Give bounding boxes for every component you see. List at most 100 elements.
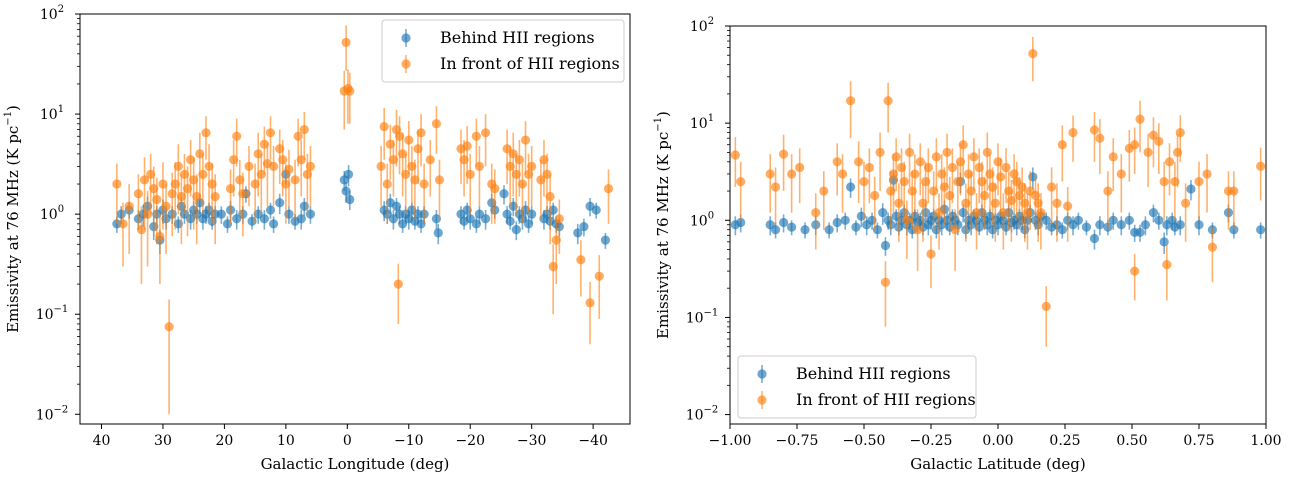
y-tick-base: 10	[686, 408, 704, 424]
y-tick-exp: −1	[704, 307, 719, 318]
x-tick-label: 10	[277, 433, 295, 449]
legend-marker	[757, 369, 767, 379]
data-point	[133, 189, 143, 199]
data-point	[1089, 233, 1100, 244]
x-tick-label: 0.25	[1049, 433, 1080, 449]
data-point	[1001, 162, 1011, 173]
data-point	[244, 161, 254, 172]
data-point	[811, 208, 821, 218]
data-point	[1256, 225, 1266, 235]
data-point	[998, 208, 1008, 218]
data-point	[210, 191, 220, 202]
data-point	[770, 182, 781, 192]
series-front	[730, 37, 1266, 347]
data-point	[880, 277, 891, 287]
data-point	[345, 86, 355, 96]
data-point	[1202, 169, 1212, 179]
data-point	[1148, 130, 1159, 140]
data-point	[471, 131, 481, 141]
y-tick-base: 10	[40, 207, 58, 223]
legend-label: In front of HII regions	[796, 390, 976, 409]
y-tick-label: 101	[40, 104, 64, 123]
y-tick-exp: 2	[58, 4, 64, 15]
y-tick-base: 10	[36, 407, 54, 423]
data-point	[379, 121, 389, 132]
data-point	[480, 128, 491, 138]
data-point	[926, 249, 936, 259]
x-tick-label: −0.50	[843, 433, 886, 449]
x-tick-label: −10	[394, 433, 424, 449]
data-point	[293, 131, 303, 141]
y-axis-label-text: Emissivity at 76 MHz (K pc	[654, 132, 672, 339]
data-point	[996, 172, 1006, 182]
data-point	[116, 209, 126, 219]
data-point	[1068, 127, 1078, 138]
data-point	[883, 96, 893, 106]
data-point	[1143, 147, 1153, 157]
data-point	[425, 155, 435, 165]
y-tick-exp: 0	[58, 204, 64, 215]
data-point	[1041, 215, 1051, 225]
data-point	[124, 201, 134, 211]
data-point	[854, 157, 864, 167]
x-tick-label: −1.00	[709, 433, 752, 449]
data-point	[376, 161, 386, 172]
data-point	[480, 214, 491, 224]
data-point	[851, 222, 861, 232]
data-point	[1047, 182, 1057, 192]
data-point	[1154, 136, 1164, 146]
data-point	[1130, 266, 1140, 276]
data-point	[980, 190, 990, 201]
data-point	[112, 179, 122, 189]
data-point	[299, 124, 309, 135]
data-point	[846, 96, 856, 106]
data-point	[950, 225, 960, 235]
data-point	[1148, 208, 1159, 218]
data-point	[931, 152, 941, 162]
data-point	[382, 179, 392, 189]
data-point	[345, 194, 355, 205]
data-point	[305, 161, 316, 172]
y-tick-exp: −2	[704, 405, 719, 416]
data-point	[819, 186, 829, 196]
data-point	[1124, 215, 1134, 225]
data-point	[779, 149, 789, 159]
data-point	[265, 205, 276, 215]
legend-marker	[401, 33, 411, 43]
data-point	[474, 161, 485, 172]
data-point	[290, 175, 300, 185]
data-point	[875, 147, 885, 157]
x-tick-label: 1.00	[1250, 433, 1281, 449]
x-tick-label: −0.75	[776, 433, 819, 449]
x-tick-label: −40	[578, 433, 608, 449]
y-axis-label-exp: −1	[3, 111, 14, 126]
data-point	[499, 189, 509, 199]
data-point	[1154, 215, 1164, 225]
data-point	[573, 228, 583, 238]
data-point	[416, 128, 426, 138]
x-tick-label: 30	[154, 433, 172, 449]
x-tick-label: −20	[455, 433, 485, 449]
data-point	[1256, 161, 1266, 171]
data-point	[1095, 133, 1105, 143]
data-point	[520, 135, 531, 145]
data-point	[899, 177, 909, 187]
data-point	[490, 184, 500, 194]
data-point	[1207, 242, 1217, 252]
data-point	[155, 231, 165, 241]
data-point	[1073, 215, 1083, 225]
data-point	[730, 150, 740, 160]
x-tick-label: 20	[215, 433, 233, 449]
y-tick-exp: 2	[708, 16, 714, 27]
x-tick-label: 0.50	[1116, 433, 1147, 449]
data-point	[1159, 177, 1169, 187]
data-point	[462, 141, 472, 151]
y-axis-label-close: )	[4, 105, 22, 111]
x-tick-label: 0.00	[982, 433, 1013, 449]
data-point	[1186, 184, 1196, 194]
y-axis-label-close: )	[654, 111, 672, 117]
y-tick-base: 10	[690, 116, 708, 132]
y-tick-label: 101	[690, 113, 714, 132]
